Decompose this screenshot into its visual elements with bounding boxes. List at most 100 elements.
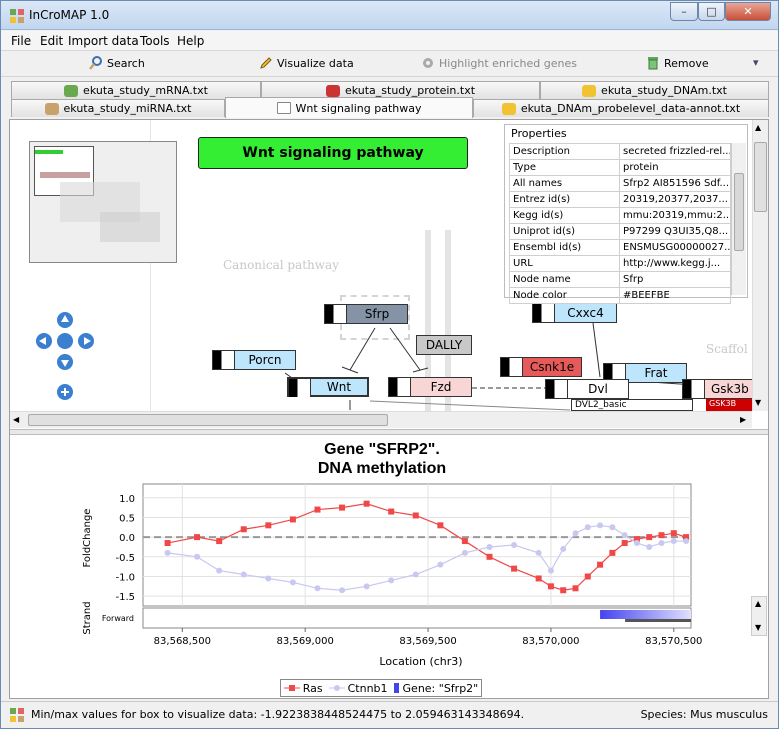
data-point-ras: [164, 540, 171, 547]
minimize-button[interactable]: –: [670, 2, 698, 21]
puzzle-icon: [582, 84, 597, 97]
properties-scrollbar[interactable]: [731, 143, 746, 295]
trash-icon: [648, 57, 658, 70]
data-point-ctnnb1: [621, 532, 628, 539]
visualize-data-button[interactable]: Visualize data: [259, 56, 354, 70]
menu-help[interactable]: Help: [177, 34, 205, 48]
data-point-ctnnb1: [572, 530, 579, 537]
node-porcn[interactable]: Porcn: [212, 350, 296, 370]
node-fzd[interactable]: Fzd: [388, 377, 472, 397]
property-row[interactable]: All names Sfrp2 AI851596 Sdf...: [509, 175, 731, 192]
data-point-ctnnb1: [584, 524, 591, 531]
tab-dnam[interactable]: ekuta_study_DNAm.txt: [540, 81, 769, 99]
highlight-enriched-genes-button[interactable]: Highlight enriched genes: [421, 56, 577, 70]
data-point-ctnnb1: [388, 577, 395, 584]
pathway-view[interactable]: Wnt signaling pathway Canonical pathway …: [10, 120, 768, 430]
property-value: 20319,20377,2037...: [619, 191, 731, 208]
search-button[interactable]: Search: [89, 56, 145, 70]
scroll-up-icon[interactable]: ▲: [755, 123, 762, 132]
compartment-bar: [425, 230, 431, 411]
property-value: secreted frizzled-rel...: [619, 143, 731, 160]
x-tick-label: 83,568,500: [154, 636, 211, 647]
tab-mrna[interactable]: ekuta_study_mRNA.txt: [11, 81, 261, 99]
inhibition-bar: [412, 367, 429, 373]
x-axis-label: Location (chr3): [379, 655, 462, 668]
property-row[interactable]: Entrez id(s) 20319,20377,2037...: [509, 191, 731, 208]
app-icon: [10, 9, 24, 23]
overview-minimap[interactable]: [29, 141, 177, 263]
legend-item-gene: Gene: "Sfrp2": [393, 682, 478, 695]
data-point-ras: [584, 573, 591, 580]
data-point-ras: [511, 565, 518, 572]
node-sfrp[interactable]: Sfrp: [324, 304, 408, 324]
gene-region-track: [625, 619, 691, 622]
scroll-left-icon[interactable]: ◀: [13, 415, 20, 424]
split-divider[interactable]: [10, 429, 768, 435]
tab-dnam-probelevel[interactable]: ekuta_DNAm_probelevel_data-annot.txt: [473, 99, 769, 117]
pathway-horizontal-scrollbar[interactable]: ◀ ▶: [10, 411, 752, 428]
data-point-ctnnb1: [216, 567, 223, 574]
close-button[interactable]: ✕: [725, 2, 771, 21]
menu-tools[interactable]: Tools: [140, 34, 170, 48]
pathway-vertical-scrollbar[interactable]: ▲ ▼: [752, 120, 768, 411]
scroll-down-icon[interactable]: ▼: [755, 623, 762, 632]
data-point-ctnnb1: [670, 538, 677, 545]
scroll-thumb[interactable]: [754, 142, 767, 212]
data-point-ras: [646, 534, 653, 541]
scroll-down-icon[interactable]: ▼: [755, 398, 762, 407]
data-point-ctnnb1: [609, 524, 616, 531]
node-cxxc4[interactable]: Cxxc4: [532, 303, 617, 323]
menu-edit[interactable]: Edit: [40, 34, 64, 48]
pathway-icon: [276, 102, 291, 114]
tab-row-bottom: ekuta_study_miRNA.txt Wnt signaling path…: [11, 97, 769, 118]
property-row[interactable]: Kegg id(s) mmu:20319,mmu:2...: [509, 207, 731, 224]
grid-line: [150, 120, 151, 411]
species-label: Species: Mus musculus: [640, 708, 768, 721]
puzzle-icon: [325, 84, 340, 97]
property-row[interactable]: Ensembl id(s) ENSMUSG00000027...: [509, 239, 731, 256]
edge: [592, 322, 601, 378]
node-dally[interactable]: DALLY: [416, 335, 472, 355]
node-dvl[interactable]: Dvl: [545, 379, 629, 399]
pathway-title[interactable]: Wnt signaling pathway: [198, 137, 468, 169]
property-row[interactable]: Type protein: [509, 159, 731, 176]
menu-file[interactable]: File: [11, 34, 32, 48]
data-point-ctnnb1: [412, 571, 419, 578]
data-point-ctnnb1: [597, 522, 604, 529]
tab-protein[interactable]: ekuta_study_protein.txt: [261, 81, 540, 99]
property-row[interactable]: Uniprot id(s) P97299 Q3UI35,Q8...: [509, 223, 731, 240]
scroll-right-icon[interactable]: ▶: [740, 415, 747, 424]
remove-button[interactable]: Remove: [646, 56, 709, 70]
data-point-ras: [265, 522, 272, 529]
chart-scrollbar[interactable]: ▲ ▼: [751, 596, 767, 636]
node-frat[interactable]: Frat: [603, 363, 687, 383]
navigation-controls[interactable]: [34, 310, 98, 404]
data-point-ras: [658, 532, 665, 539]
menu-import-data[interactable]: Import data: [68, 34, 139, 48]
data-point-ctnnb1: [437, 561, 444, 568]
data-point-ras: [461, 538, 468, 545]
data-point-ras: [670, 530, 677, 537]
node-wnt[interactable]: Wnt: [287, 377, 369, 397]
maximize-button[interactable]: □: [698, 2, 725, 21]
scroll-thumb[interactable]: [734, 173, 744, 251]
property-row[interactable]: Node color #BEEFBE: [509, 287, 731, 304]
chart-subtitle: DNA methylation: [318, 460, 446, 477]
node-csnk1e[interactable]: Csnk1e: [500, 357, 582, 377]
data-point-ras: [535, 575, 542, 582]
property-row[interactable]: Node name Sfrp: [509, 271, 731, 288]
scroll-up-icon[interactable]: ▲: [755, 599, 762, 608]
toolbar-dropdown-icon[interactable]: ▾: [753, 56, 759, 69]
data-point-ras: [560, 587, 567, 594]
node-gsk3b[interactable]: Gsk3b: [682, 379, 758, 399]
puzzle-icon: [44, 102, 59, 115]
tab-mirna[interactable]: ekuta_study_miRNA.txt: [11, 99, 225, 117]
data-point-ras: [314, 506, 321, 513]
property-row[interactable]: URL http://www.kegg.j...: [509, 255, 731, 272]
scroll-thumb[interactable]: [28, 414, 388, 426]
tab-wnt-pathway[interactable]: Wnt signaling pathway: [225, 97, 473, 118]
minimap-node: [40, 172, 90, 178]
data-point-ras: [609, 549, 616, 556]
legend-swatch: [328, 685, 345, 691]
property-row[interactable]: Description secreted frizzled-rel...: [509, 143, 731, 160]
